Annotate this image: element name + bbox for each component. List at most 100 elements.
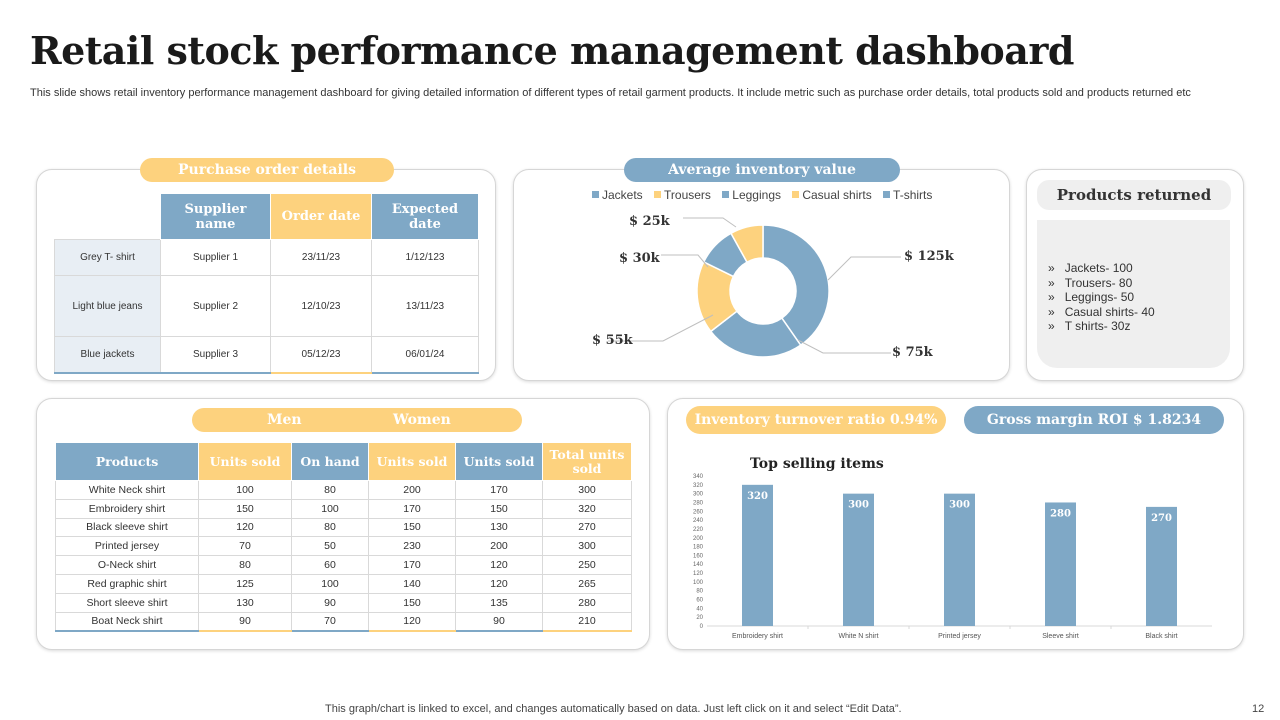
table-cell: 150 (198, 498, 292, 519)
products-header-units-sold-men: Units sold (198, 442, 292, 481)
men-label: Men (267, 412, 302, 428)
po-row: Light blue jeans Supplier 2 12/10/23 13/… (54, 275, 479, 337)
bar (843, 493, 874, 626)
donut-slice-t-shirts (729, 224, 764, 264)
products-header-units-sold: Units sold (455, 442, 543, 481)
list-item: Jackets- 100 (1048, 261, 1155, 276)
table-cell: 270 (542, 517, 632, 538)
table-cell: 210 (542, 611, 632, 632)
table-cell: 135 (455, 592, 543, 613)
products-header-total-units-sold: Total units sold (542, 442, 632, 481)
footer-note: This graph/chart is linked to excel, and… (325, 703, 902, 715)
legend-swatch-icon (792, 191, 800, 199)
donut-label-25k: $ 25k (629, 214, 670, 229)
y-tick-label: 180 (693, 545, 704, 551)
donut-leader-line (797, 339, 891, 354)
table-row: Boat Neck shirt 90 70 120 90 210 (55, 611, 632, 632)
table-row: Red graphic shirt 125 100 140 120 265 (55, 573, 632, 594)
table-cell: 80 (198, 555, 292, 575)
table-cell: Black sleeve shirt (55, 517, 199, 538)
y-tick-label: 100 (693, 580, 704, 586)
table-cell: 50 (291, 536, 369, 557)
table-cell: 90 (291, 592, 369, 613)
donut-slice-jackets (762, 224, 830, 347)
products-returned-list: Jackets- 100 Trousers- 80 Leggings- 50 C… (1048, 261, 1155, 334)
x-tick-label: White N shirt (838, 633, 878, 640)
table-cell: 300 (542, 536, 632, 557)
donut-label-55k: $ 55k (592, 333, 633, 348)
table-row: Black sleeve shirt 120 80 150 130 270 (55, 517, 632, 538)
list-item: T shirts- 30z (1048, 319, 1155, 334)
x-tick-label: Black shirt (1145, 633, 1177, 640)
bar-value-label: 270 (1151, 513, 1172, 524)
y-tick-label: 0 (700, 624, 704, 630)
po-header-expected-date: Expected date (371, 193, 479, 240)
donut-legend: Jackets Trousers Leggings Casual shirts … (592, 188, 940, 202)
bar-value-label: 300 (949, 500, 970, 511)
table-cell: 120 (198, 517, 292, 538)
bar-value-label: 320 (747, 491, 768, 502)
table-cell: Embroidery shirt (55, 498, 199, 519)
po-cell-order-date: 05/12/23 (270, 336, 372, 374)
donut-leader-line (683, 217, 737, 228)
y-tick-label: 80 (696, 589, 703, 595)
table-cell: 150 (455, 498, 543, 519)
po-cell-product: Blue jackets (54, 336, 161, 374)
page-subtitle: This slide shows retail inventory perfor… (30, 87, 1191, 99)
women-label: Women (393, 412, 451, 428)
bar-value-label: 280 (1050, 508, 1071, 519)
table-row: White Neck shirt 100 80 200 170 300 (55, 480, 632, 500)
page-number: 12 (1252, 703, 1265, 715)
table-cell: 320 (542, 498, 632, 519)
donut-label-30k: $ 30k (619, 251, 660, 266)
table-cell: 170 (455, 480, 543, 500)
x-tick-label: Sleeve shirt (1042, 633, 1079, 640)
po-cell-expected-date: 13/11/23 (371, 275, 479, 337)
page-title: Retail stock performance management dash… (30, 28, 1074, 73)
po-header-supplier: Supplier name (160, 193, 271, 240)
products-header-on-hand: On hand (291, 442, 369, 481)
table-cell: Printed jersey (55, 536, 199, 557)
po-cell-supplier: Supplier 3 (160, 336, 271, 374)
table-row: Printed jersey 70 50 230 200 300 (55, 536, 632, 557)
table-cell: Red graphic shirt (55, 573, 199, 594)
list-item: Trousers- 80 (1048, 276, 1155, 291)
legend-label: Trousers (664, 188, 711, 202)
legend-label: T-shirts (893, 188, 933, 202)
legend-item: Leggings (722, 188, 781, 202)
table-cell: 100 (291, 498, 369, 519)
table-cell: O-Neck shirt (55, 555, 199, 575)
y-tick-label: 260 (693, 509, 704, 515)
po-header-blank (55, 194, 161, 240)
table-cell: 120 (368, 611, 456, 632)
table-cell: 265 (542, 573, 632, 594)
y-tick-label: 160 (693, 553, 704, 559)
bar (1045, 502, 1076, 626)
po-cell-order-date: 12/10/23 (270, 275, 372, 337)
table-cell: 90 (198, 611, 292, 632)
po-cell-supplier: Supplier 2 (160, 275, 271, 337)
legend-item: Casual shirts (792, 188, 872, 202)
table-cell: 130 (455, 517, 543, 538)
table-cell: 150 (368, 517, 456, 538)
inventory-pill: Average inventory value (624, 158, 900, 182)
products-table: Products Units sold On hand Units sold U… (55, 442, 632, 632)
table-row: O-Neck shirt 80 60 170 120 250 (55, 555, 632, 575)
po-cell-product: Light blue jeans (54, 275, 161, 337)
bar-chart: 0 20 40 60 80 100 120 140 160 180 200 220 240 260 280 3… (693, 474, 1212, 640)
table-cell: 200 (368, 480, 456, 500)
purchase-order-table: Supplier name Order date Expected date G… (54, 193, 479, 374)
x-tick-label: Embroidery shirt (732, 633, 783, 640)
y-tick-label: 40 (696, 606, 703, 612)
table-cell: 125 (198, 573, 292, 594)
table-cell: 150 (368, 592, 456, 613)
table-row: Embroidery shirt 150 100 170 150 320 (55, 498, 632, 519)
table-cell: 120 (455, 555, 543, 575)
bar-chart-title: Top selling items (750, 456, 884, 472)
table-cell: 170 (368, 498, 456, 519)
table-cell: 100 (198, 480, 292, 500)
legend-swatch-icon (654, 191, 662, 199)
po-cell-product: Grey T- shirt (54, 239, 161, 276)
table-cell: White Neck shirt (55, 480, 199, 500)
po-row: Blue jackets Supplier 3 05/12/23 06/01/2… (54, 336, 479, 374)
